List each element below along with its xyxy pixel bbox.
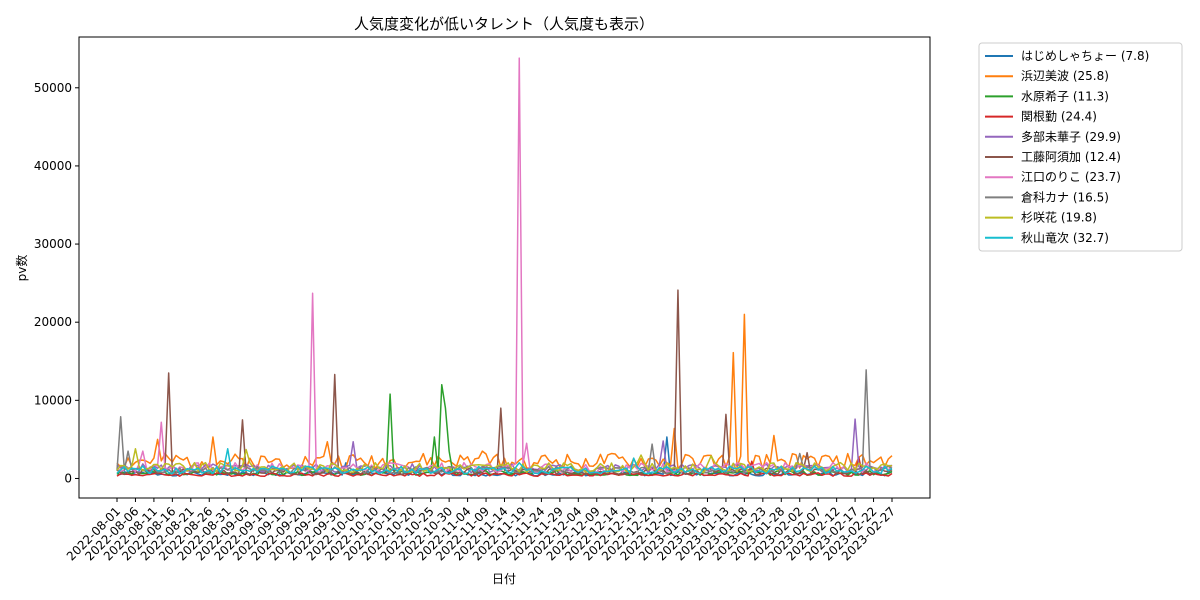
y-axis-ticks: 0 10000 20000 30000 40000 50000 bbox=[34, 81, 79, 485]
legend-label: 水原希子 (11.3) bbox=[1021, 88, 1109, 103]
series-line-8 bbox=[116, 448, 893, 474]
legend-label: 秋山竜次 (32.7) bbox=[1021, 231, 1109, 245]
y-tick-label: 0 bbox=[64, 471, 72, 485]
legend-label: 杉咲花 (19.8) bbox=[1021, 210, 1097, 225]
series-group bbox=[116, 57, 893, 478]
y-tick-label: 10000 bbox=[34, 393, 72, 407]
series-line-9 bbox=[116, 448, 893, 475]
y-tick-label: 40000 bbox=[34, 159, 72, 173]
legend-frame bbox=[978, 42, 1183, 252]
legend-label: 倉科カナ (16.5) bbox=[1021, 189, 1109, 204]
y-tick-label: 50000 bbox=[34, 81, 72, 95]
x-axis-label: 日付 bbox=[492, 572, 516, 586]
legend: はじめしゃちょー (7.8) 浜辺美波 (25.8) 水原希子 (11.3) 関根勤 … bbox=[978, 42, 1183, 252]
series-line-3 bbox=[116, 456, 893, 478]
y-tick-label: 30000 bbox=[34, 237, 72, 251]
y-tick-label: 20000 bbox=[34, 315, 72, 329]
plot-frame bbox=[78, 36, 931, 499]
chart-title: 人気度変化が低いタレント（人気度も表示） bbox=[354, 15, 654, 33]
legend-label: 多部未華子 (29.9) bbox=[1021, 129, 1121, 144]
legend-label: 関根勤 (24.4) bbox=[1021, 110, 1097, 124]
legend-label: 浜辺美波 (25.8) bbox=[1021, 69, 1109, 83]
legend-label: 工藤阿須加 (12.4) bbox=[1021, 150, 1121, 164]
plot-area: 0 10000 20000 30000 40000 50000 2022-08-01202… bbox=[34, 36, 931, 563]
series-line-1 bbox=[116, 313, 893, 470]
series-line-6 bbox=[116, 57, 893, 474]
y-axis-label: pv数 bbox=[14, 255, 29, 282]
legend-label: 江口のりこ (23.7) bbox=[1021, 170, 1121, 184]
legend-label: はじめしゃちょー (7.8) bbox=[1021, 49, 1149, 63]
x-axis-ticks: 2022-08-012022-08-062022-08-112022-08-16… bbox=[64, 498, 898, 563]
